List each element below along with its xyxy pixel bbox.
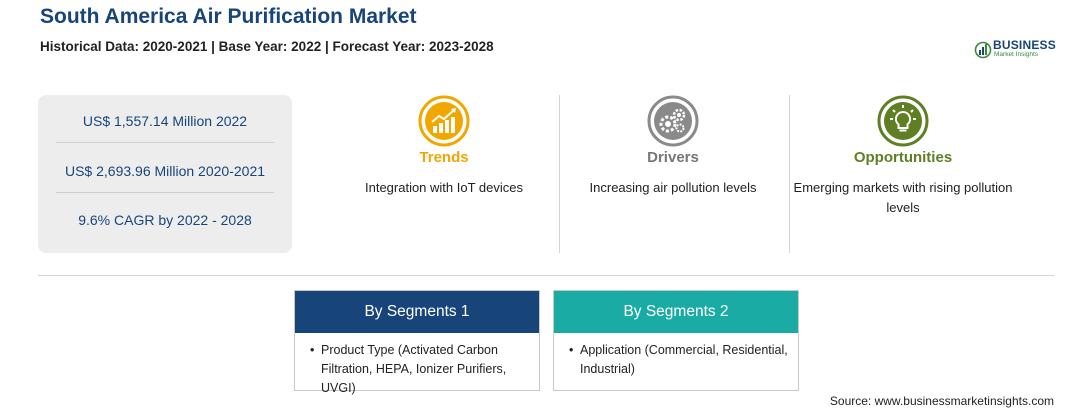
segment-card-2: By Segments 2 Application (Commercial, R… [553, 290, 799, 391]
drivers-description: Increasing air pollution levels [589, 180, 757, 195]
opportunities-column: Opportunities Emerging markets with risi… [793, 95, 1013, 255]
section-divider [38, 275, 1054, 276]
logo-mark-icon [974, 41, 992, 59]
page-title: South America Air Purification Market [40, 5, 417, 28]
business-market-insights-logo: BUSINESS Market Insights [974, 38, 1064, 62]
stat-divider [56, 142, 274, 143]
column-divider [789, 95, 790, 253]
trends-heading: Trends [419, 149, 469, 166]
drivers-heading: Drivers [647, 149, 699, 166]
segment-card-1: By Segments 1 Product Type (Activated Ca… [294, 290, 540, 395]
logo-brand-subtext: Market Insights [994, 51, 1039, 58]
segment-1-list: Product Type (Activated Carbon Filtratio… [295, 333, 539, 398]
opportunities-description: Emerging markets with rising pollution l… [793, 180, 1013, 215]
segment-2-item: Application (Commercial, Residential, In… [569, 341, 792, 379]
opportunities-heading: Opportunities [853, 149, 953, 166]
market-stats-panel: US$ 1,557.14 Million 2022 US$ 2,693.96 M… [38, 95, 292, 253]
gears-icon [647, 95, 699, 147]
stat-cagr: 9.6% CAGR by 2022 - 2028 [78, 212, 252, 228]
source-citation: Source: www.businessmarketinsights.com [829, 394, 1054, 408]
lightbulb-icon [877, 95, 929, 147]
column-divider [559, 95, 560, 253]
trends-description: Integration with IoT devices [364, 180, 523, 195]
segment-1-item: Product Type (Activated Carbon Filtratio… [310, 341, 533, 398]
segment-1-title: By Segments 1 [295, 291, 539, 333]
segment-2-list: Application (Commercial, Residential, In… [554, 333, 798, 379]
trends-column: Trends Integration with IoT devices [334, 95, 554, 255]
stat-market-size-2022: US$ 1,557.14 Million 2022 [82, 113, 248, 129]
segment-2-title: By Segments 2 [554, 291, 798, 333]
stat-divider [56, 192, 274, 193]
trend-chart-icon [418, 95, 470, 147]
page-subtitle: Historical Data: 2020-2021 | Base Year: … [40, 39, 494, 54]
logo-brand-text: BUSINESS [993, 38, 1056, 52]
drivers-column: Drivers Increasing air pollution levels [563, 95, 783, 255]
stat-market-size-historical: US$ 2,693.96 Million 2020-2021 [64, 163, 266, 179]
